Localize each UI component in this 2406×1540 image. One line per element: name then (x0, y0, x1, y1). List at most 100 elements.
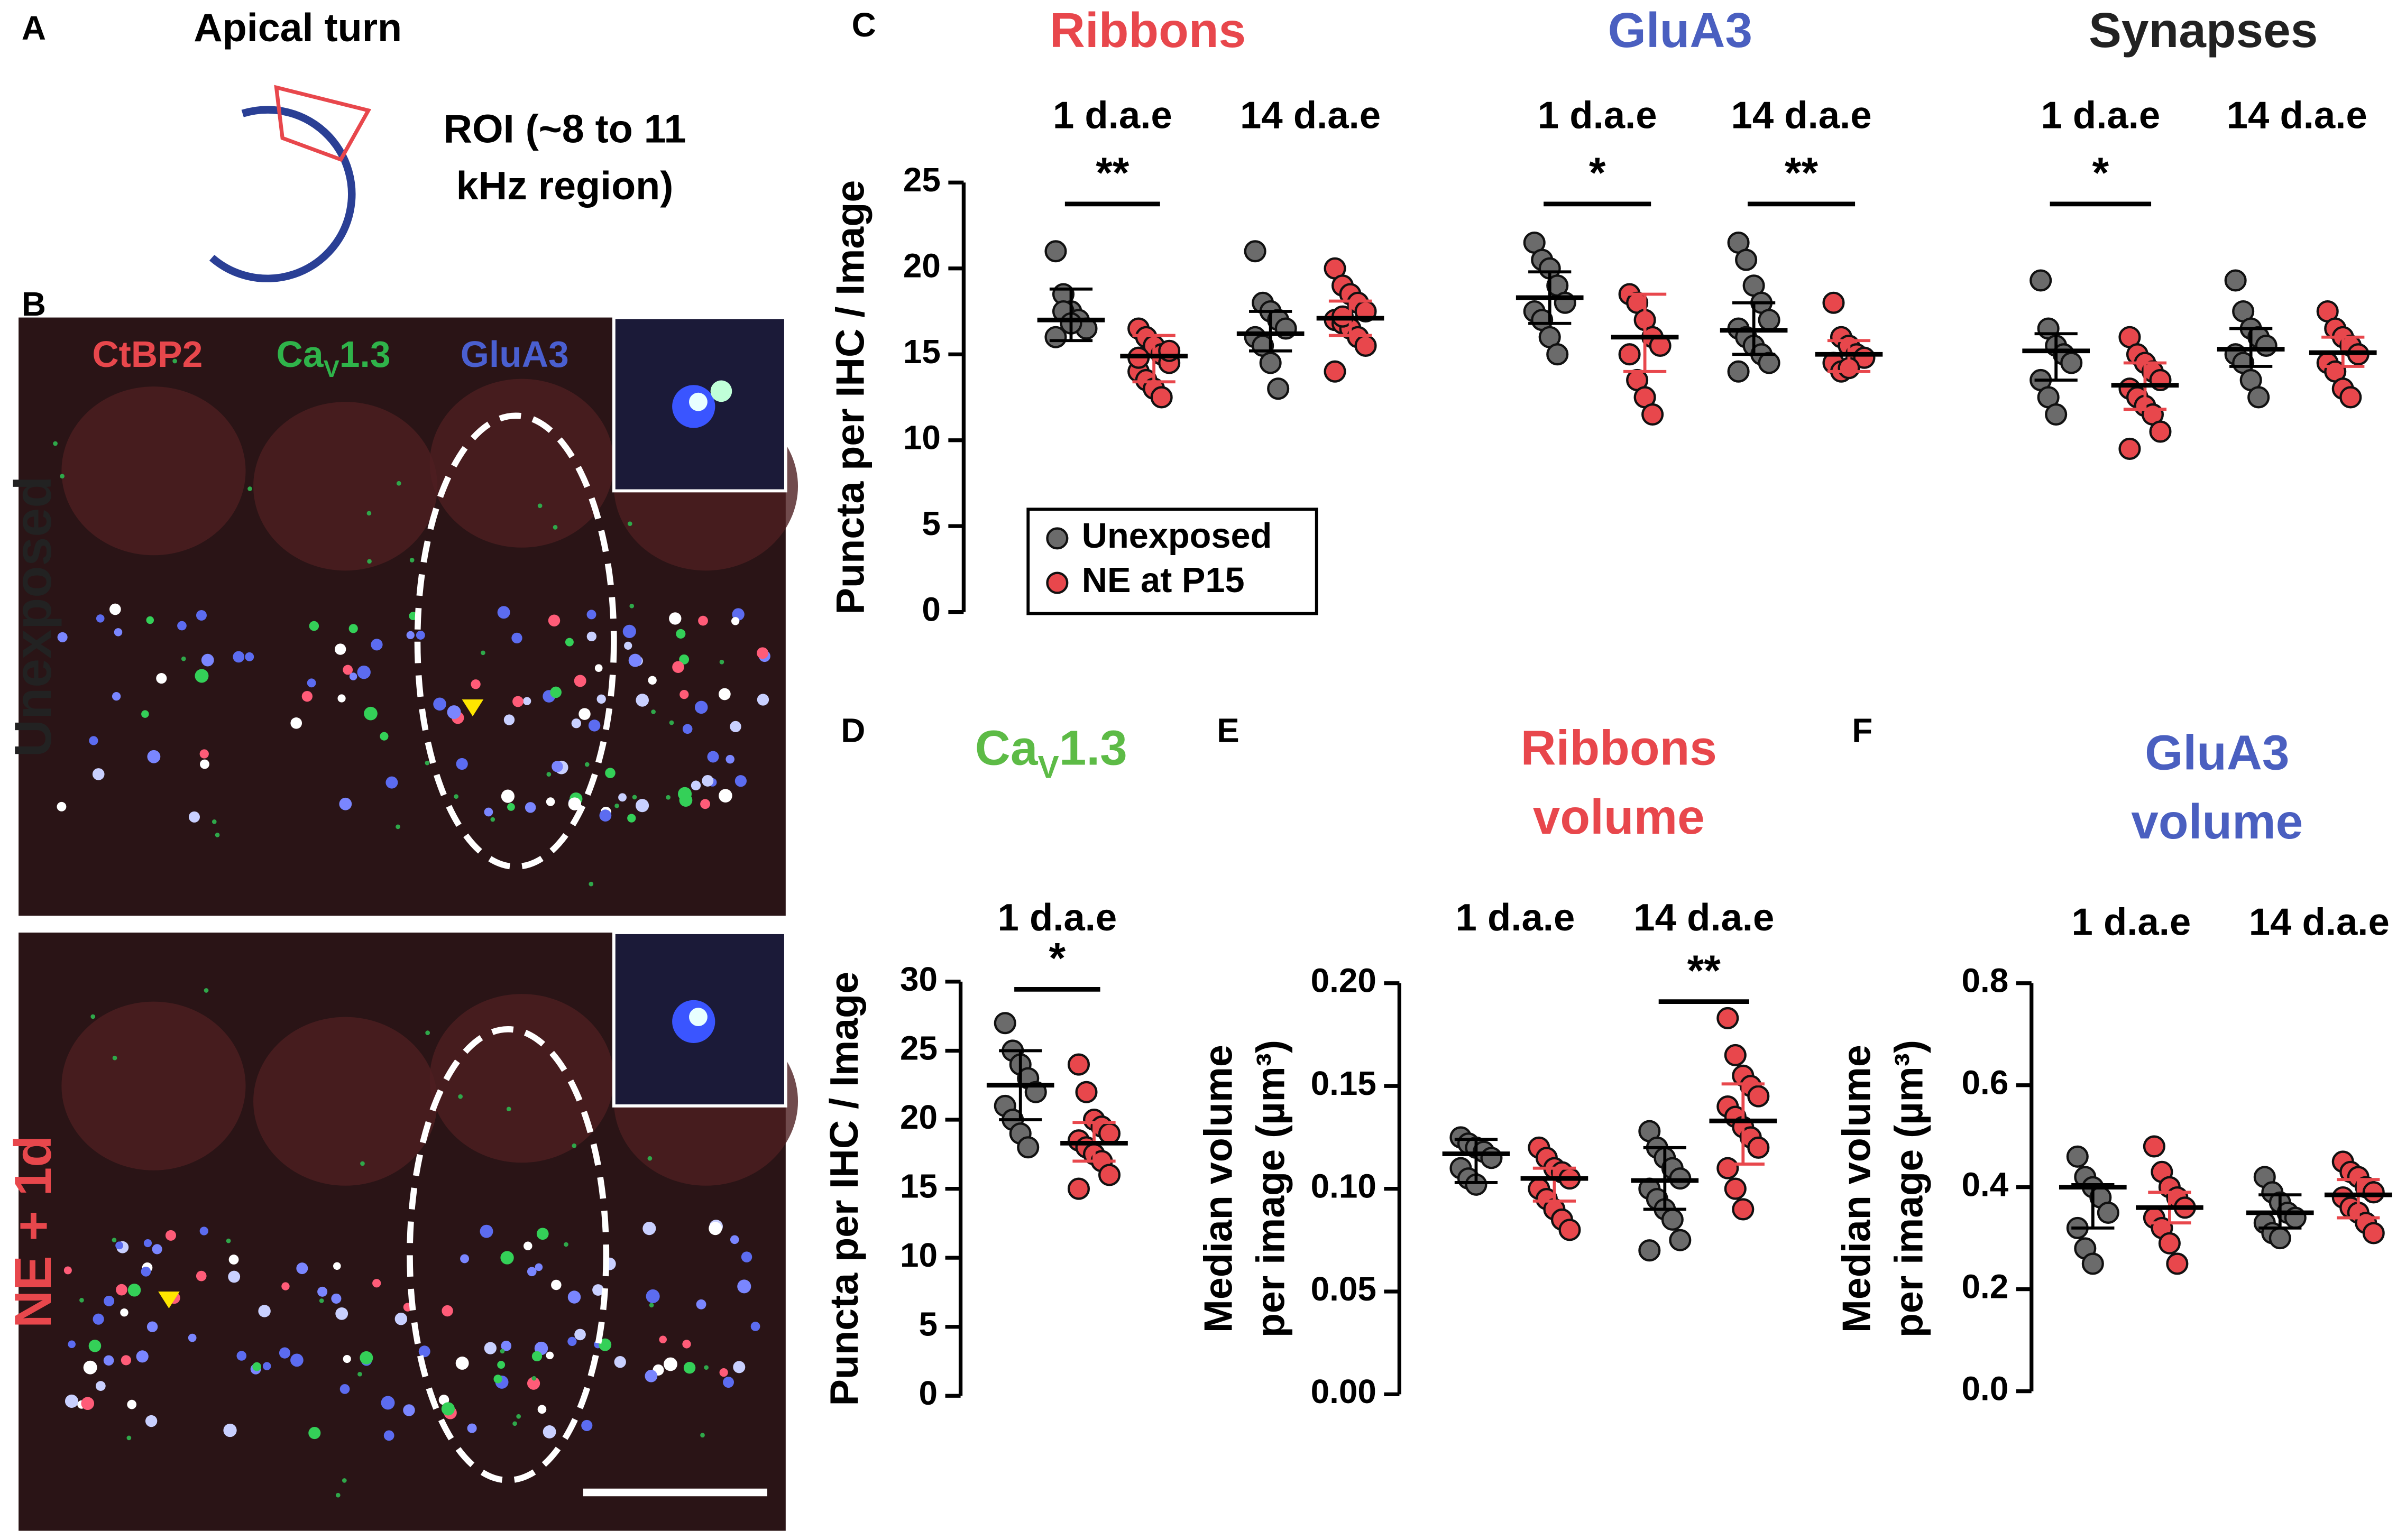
punctum (95, 1381, 106, 1391)
y-axis-label: Puncta per IHC / Image (822, 972, 866, 1406)
data-point (1661, 1208, 1684, 1231)
data-point (1480, 1147, 1503, 1169)
punctum (497, 606, 510, 619)
group-label: 14 d.a.e (1633, 896, 1774, 939)
punctum (501, 789, 515, 803)
punctum (550, 686, 562, 698)
y-axis-label: Median volume (1196, 1045, 1241, 1333)
punctum (669, 720, 674, 725)
punctum (467, 1423, 477, 1433)
data-point (2158, 1232, 2181, 1255)
punctum (500, 1251, 514, 1265)
punctum (536, 1228, 549, 1240)
channel-label: CtBP2 (92, 334, 203, 375)
punctum (574, 1329, 586, 1341)
y-axis-label: per image (µm³) (1248, 1040, 1292, 1338)
punctum (343, 665, 353, 675)
inset-punctum (689, 1008, 708, 1027)
punctum (719, 659, 724, 665)
punctum (636, 799, 649, 813)
punctum (109, 603, 121, 615)
data-point (1267, 377, 1290, 400)
punctum (337, 694, 346, 703)
chart-title: CaV1.3 (975, 720, 1127, 785)
data-point (1638, 1239, 1661, 1262)
y-tick-label: 10 (900, 1236, 938, 1274)
punctum (731, 617, 740, 625)
data-point (1259, 352, 1282, 374)
significance-label: ** (1785, 149, 1819, 197)
arrowhead (158, 1291, 180, 1308)
data-point (1641, 403, 1664, 426)
data-point (2247, 386, 2270, 409)
group-label: 14 d.a.e (2249, 901, 2390, 944)
punctum (68, 1340, 76, 1349)
punctum (565, 638, 574, 647)
data-point (2255, 334, 2278, 357)
punctum (460, 1254, 470, 1264)
punctum (334, 643, 346, 655)
significance-label: * (2092, 149, 2109, 197)
legend-label: NE at P15 (1082, 561, 1245, 600)
punctum (723, 1377, 734, 1388)
nucleus (253, 402, 438, 571)
punctum (381, 1396, 395, 1410)
y-axis-label: Median volume (1834, 1045, 1879, 1333)
punctum (447, 705, 461, 720)
punctum (335, 1492, 341, 1498)
punctum (364, 706, 378, 721)
punctum (676, 629, 686, 639)
punctum (57, 632, 68, 642)
data-point (1727, 360, 1750, 383)
text-part: 1.3 (1059, 720, 1127, 775)
punctum (342, 1478, 347, 1483)
punctum (649, 1303, 654, 1308)
punctum (394, 1313, 408, 1325)
punctum (552, 761, 563, 772)
punctum (442, 1305, 453, 1317)
punctum (481, 650, 485, 656)
punctum (546, 797, 555, 806)
punctum (127, 1399, 137, 1409)
punctum (497, 1361, 506, 1369)
panel-letter: E (1217, 712, 1239, 750)
punctum (383, 1430, 394, 1441)
punctum (741, 1251, 752, 1262)
significance-label: * (1589, 149, 1606, 197)
punctum (425, 760, 430, 766)
data-point (1044, 240, 1067, 263)
data-point (2143, 1135, 2165, 1158)
punctum (319, 1298, 324, 1303)
punctum (63, 1266, 72, 1275)
data-point (1324, 360, 1346, 383)
y-tick-label: 15 (900, 1167, 938, 1205)
punctum (416, 631, 425, 640)
punctum (537, 1405, 547, 1414)
punctum (165, 1230, 177, 1241)
punctum (263, 1362, 271, 1370)
punctum (147, 750, 161, 763)
text-part: GluA3 (2145, 725, 2289, 780)
punctum (651, 709, 656, 714)
punctum (628, 653, 642, 667)
y-tick-label: 0.2 (1961, 1267, 2008, 1305)
group-label: 1 d.a.e (998, 896, 1117, 939)
y-axis-label: Puncta per IHC / Image (828, 180, 872, 614)
text-part: V (324, 355, 339, 382)
punctum (201, 653, 214, 667)
punctum (146, 616, 154, 624)
text-part: Ca (277, 334, 324, 375)
y-tick-label: 25 (900, 1029, 938, 1067)
punctum (406, 631, 415, 640)
punctum (200, 759, 209, 769)
chart-title: volume (2131, 794, 2303, 849)
punctum (112, 1055, 117, 1061)
punctum (121, 1355, 131, 1366)
punctum (89, 736, 98, 745)
data-point (1747, 1136, 1770, 1159)
y-tick-label: 0 (922, 591, 940, 629)
punctum (588, 720, 601, 732)
punctum (622, 624, 636, 638)
punctum (500, 1349, 505, 1354)
punctum (212, 819, 217, 824)
